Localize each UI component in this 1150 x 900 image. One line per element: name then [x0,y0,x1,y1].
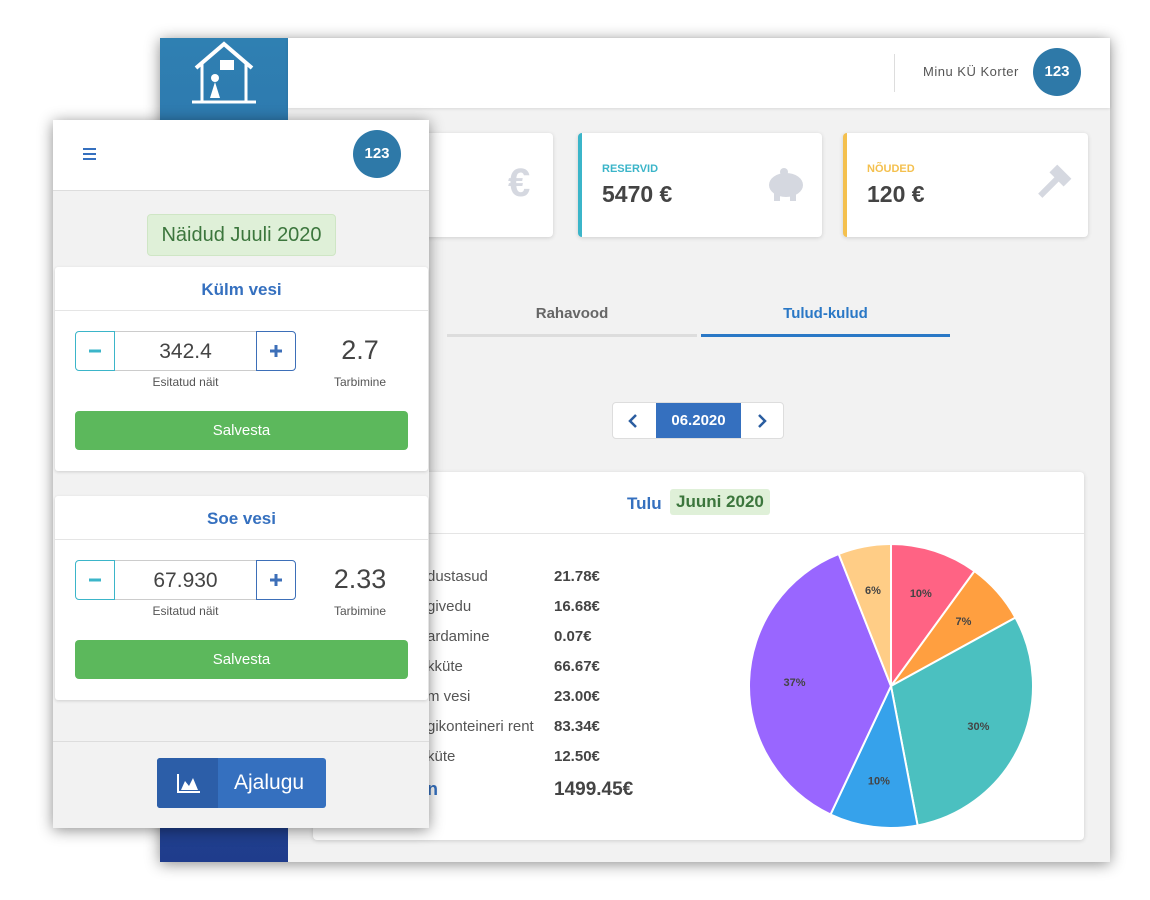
card-value: 5470 € [602,181,673,207]
slice-label: 10% [868,776,890,788]
user-badge[interactable]: 123 [353,130,401,178]
divider [55,539,428,540]
save-button[interactable]: Salvesta [75,640,408,679]
mobile-topbar: 123 [53,120,429,191]
card-value: 120 € [867,181,925,207]
row-label: dustasud [427,568,488,585]
total-amount: 1499.45€ [554,779,634,800]
title-badge: Näidud Juuli 2020 [147,214,336,256]
consumption: 2.7 [341,335,379,365]
row-amount: 12.50€ [554,748,600,765]
pie-slice [748,552,893,816]
gavel-icon [1038,164,1072,198]
pager-current[interactable]: 06.2020 [656,403,741,438]
minus-button[interactable] [75,331,115,371]
pie-slice [837,542,892,687]
pie-chart: 10% 7% 30% 10% 37% 6% [748,542,1034,829]
reading-input[interactable]: 342.4 [115,331,256,371]
plus-button[interactable] [256,560,296,600]
row-label: givedu [427,598,472,615]
plus-icon [270,574,282,586]
history-label: Ajalugu [234,771,305,794]
pager: 06.2020 [612,402,784,439]
card-label: RESERVID [602,163,659,175]
reading-label: Esitatud näit [152,375,219,389]
total-label: n [427,779,438,799]
meter-name: Soe vesi [207,509,276,528]
consumption-label: Tarbimine [333,375,387,389]
chart-icon [177,774,200,793]
card-icon: € [508,161,531,205]
tab[interactable]: Tulud-kulud [783,305,868,322]
prev[interactable] [625,412,643,430]
divider [313,533,1084,534]
row-amount: 16.68€ [554,598,600,615]
income-card: Tulu Juuni 2020 10% 7% 30% 10% 37% 6% dustasu… [313,472,1084,840]
pie-slice [889,616,1034,827]
income-title: Tulu [627,494,662,513]
minus-icon [89,578,101,582]
reading-input[interactable]: 67.930 [115,560,256,600]
slice-label: 7% [955,616,971,628]
minus-button[interactable] [75,560,115,600]
meter-card: Külm vesi 342.4 Esitatud näit 2.7 Tarbimine S… [55,267,428,471]
row-amount: 0.07€ [554,628,592,645]
row-label: gikonteineri rent [427,718,534,735]
divider [55,310,428,311]
consumption: 2.33 [333,564,387,594]
row-label: ardamine [427,628,490,645]
stat-card: RESERVID 5470 € [578,133,822,237]
tab[interactable]: Rahavood [535,305,609,322]
piggy-icon [769,168,803,201]
slice-label: 37% [783,677,805,689]
next[interactable] [753,412,771,430]
slice-label: 6% [865,585,881,597]
slice-label: 10% [910,588,932,600]
tab-underline [447,334,697,337]
tab-underline [701,334,950,337]
topbar: Minu KÜ Korter 123 [288,38,1110,108]
mobile-window: 123 Näidud Juuli 2020 Ajalugu Külm vesi 3… [53,120,429,828]
user-name[interactable]: Minu KÜ Korter [923,64,1019,79]
row-amount: 83.34€ [554,718,600,735]
row-label: küte [427,748,456,765]
meter-name: Külm vesi [201,280,282,299]
row-label: m vesi [427,688,471,705]
divider [53,741,429,742]
period-badge: Juuni 2020 [670,489,770,515]
row-label: kküte [427,658,463,675]
minus-icon [89,349,101,353]
menu[interactable] [82,147,98,161]
plus-button[interactable] [256,331,296,371]
stat-card: NÕUDED 120 € [843,133,1088,237]
row-amount: 23.00€ [554,688,600,705]
consumption-label: Tarbimine [333,604,387,618]
meter-card: Soe vesi 67.930 Esitatud näit 2.33 Tarbimine… [55,496,428,700]
user-badge[interactable]: 123 [1033,48,1081,96]
plus-icon [270,345,282,357]
pie-slice [890,542,976,690]
history-button[interactable]: Ajalugu [157,758,326,808]
save-button[interactable]: Salvesta [75,411,408,450]
pie-slice [829,682,919,829]
divider [894,54,895,92]
logo [192,41,256,104]
row-amount: 21.78€ [554,568,600,585]
reading-label: Esitatud näit [152,604,219,618]
row-amount: 66.67€ [554,658,600,675]
card-label: NÕUDED [867,163,915,175]
slice-label: 30% [967,721,989,733]
history-icon-box [157,758,218,808]
